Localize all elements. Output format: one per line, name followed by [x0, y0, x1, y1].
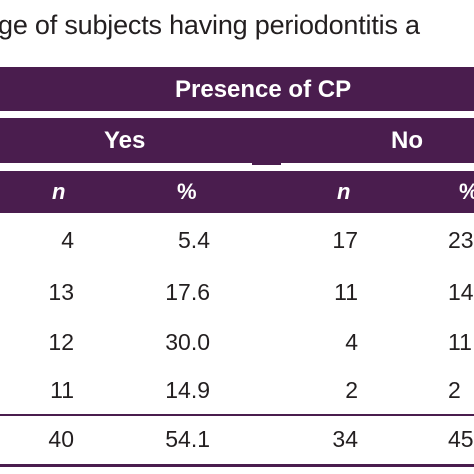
no-percent-cell: 11 [448, 329, 472, 355]
no-n-cell: 11 [334, 279, 358, 305]
yes-percent-cell: 17.6 [165, 279, 210, 305]
presence-of-cp-header: Presence of CP [175, 76, 352, 103]
header-band-group [0, 67, 474, 111]
header-band-yes-no [0, 118, 474, 165]
no-header: No [391, 127, 423, 154]
no-n-header: n [337, 179, 351, 204]
no-percent-cell: 14 [448, 279, 474, 305]
total-no-n-cell: 34 [332, 426, 358, 452]
yes-n-cell: 11 [50, 377, 74, 403]
total-row: 40 54.1 34 45 [0, 426, 474, 470]
header-band-n-percent [0, 171, 474, 213]
table-row: 4 5.4 17 23 [0, 227, 474, 271]
yes-percent-cell: 5.4 [178, 227, 210, 253]
total-yes-percent-cell: 54.1 [165, 426, 210, 452]
yes-percent-cell: 30.0 [165, 329, 210, 355]
no-percent-cell: 23 [448, 227, 474, 253]
table-row: 13 17.6 11 14 [0, 279, 474, 323]
yes-percent-header: % [177, 179, 197, 204]
no-n-cell: 17 [332, 227, 358, 253]
yes-n-header: n [52, 179, 66, 204]
yes-header: Yes [104, 127, 146, 154]
table-row: 12 30.0 4 11 [0, 329, 474, 373]
total-divider [0, 414, 474, 416]
yes-n-cell: 13 [48, 279, 74, 305]
total-no-percent-cell: 45 [448, 426, 474, 452]
no-n-cell: 4 [345, 329, 358, 355]
yes-column-underline [0, 163, 252, 165]
table-caption: ge of subjects having periodontitis a [0, 10, 420, 40]
yes-n-cell: 12 [48, 329, 74, 355]
yes-n-cell: 4 [61, 227, 74, 253]
table-bottom-rule [0, 464, 474, 467]
no-percent-cell: 2 [448, 377, 461, 403]
yes-percent-cell: 14.9 [165, 377, 210, 403]
total-yes-n-cell: 40 [48, 426, 74, 452]
no-n-cell: 2 [345, 377, 358, 403]
no-percent-header: % [459, 179, 474, 205]
no-column-underline [281, 163, 474, 165]
table-row: 11 14.9 2 2 [0, 377, 474, 421]
